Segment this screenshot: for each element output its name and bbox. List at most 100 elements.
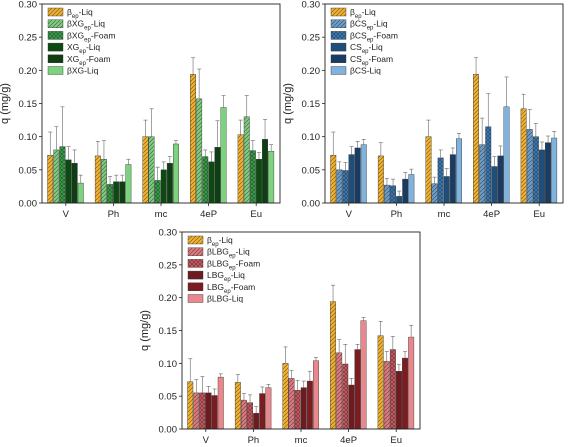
y-tick-label: 0.30 [159, 228, 178, 239]
y-tick-label: 0.25 [159, 260, 178, 271]
bar [59, 146, 66, 204]
bar [53, 149, 60, 204]
x-tick-label: Ph [108, 209, 120, 220]
legend-swatch [330, 31, 347, 40]
bar [205, 392, 212, 430]
bar [190, 74, 197, 204]
legend-entry: βCSep-Foam [350, 30, 398, 43]
bar [202, 156, 209, 204]
bar [160, 169, 167, 204]
bar [94, 155, 101, 204]
bar [313, 360, 319, 430]
bar [77, 182, 84, 204]
bar [354, 147, 361, 204]
legend-entry: LBGep-Foam [207, 282, 255, 295]
y-tick-label: 0.05 [302, 165, 321, 176]
legend: βep-LiqβXGep-LiqβXGep-FoamXGep-LiqXGep-F… [47, 7, 115, 76]
plot-frame [181, 231, 421, 430]
bar [166, 162, 173, 204]
bar [473, 74, 479, 204]
legend-swatch [330, 54, 347, 63]
y-axis-label: q (mg/g) [0, 83, 11, 124]
bar [456, 138, 462, 204]
legend: βep-LiqβLBGep-LiqβLBGep-FoamLBGep-LiqLBG… [187, 235, 260, 304]
x-tick-label: Eu [390, 435, 402, 446]
legend-swatch [47, 19, 64, 28]
bar [249, 150, 256, 204]
y-tick-label: 0.00 [19, 199, 38, 210]
legend-swatch [187, 294, 204, 303]
bar [390, 185, 396, 204]
legend-entry: βLBGep-Liq [207, 247, 250, 260]
x-tick-label: V [63, 209, 70, 220]
bar [449, 154, 456, 204]
y-tick-label: 0.20 [19, 66, 38, 77]
bar [360, 320, 367, 430]
bar [125, 164, 132, 204]
y-tick-label: 0.00 [159, 425, 178, 436]
bar [208, 161, 215, 204]
bar [389, 349, 396, 430]
x-tick-label: mc [295, 435, 308, 446]
bar [342, 363, 349, 430]
legend-swatch [330, 42, 347, 52]
x-tick-label: mc [438, 209, 451, 220]
y-tick-label: 0.05 [19, 165, 38, 176]
legend-swatch [187, 282, 204, 291]
bar [396, 371, 402, 430]
bar [220, 107, 227, 204]
bar [256, 159, 262, 204]
bar [288, 378, 295, 430]
x-tick-label: Ph [391, 209, 403, 220]
legend-entry: βCSep-Liq [350, 19, 388, 32]
y-tick-label: 0.10 [302, 132, 321, 143]
bar [247, 402, 254, 430]
bar [377, 155, 384, 204]
bar [294, 390, 301, 430]
y-tick-label: 0.15 [302, 99, 321, 110]
bar [330, 155, 337, 204]
bar [520, 108, 527, 204]
bar [431, 183, 438, 204]
bar [113, 181, 120, 204]
bar [253, 413, 260, 430]
y-tick-label: 0.30 [19, 0, 38, 11]
chart-panel-3: q (mg/g) 0.00 0.05 0.10 0.15 0.20 0.25 0.30 V Ph m… [139, 228, 421, 446]
x-tick-label: V [346, 209, 353, 220]
bar [330, 301, 336, 430]
legend-entry: XGep-Foam [67, 54, 111, 67]
bar [425, 136, 432, 204]
legend-swatch [187, 259, 204, 268]
legend-swatch [187, 235, 204, 245]
legend-swatch [187, 270, 204, 280]
y-tick-label: 0.00 [302, 199, 321, 210]
legend-swatch [330, 66, 347, 75]
bar [154, 180, 161, 204]
legend-swatch [47, 66, 64, 75]
bar [408, 336, 415, 430]
bar [148, 136, 155, 204]
legend-swatch [330, 7, 347, 17]
bar [211, 395, 218, 430]
legend-swatch [47, 31, 64, 40]
y-tick-label: 0.10 [19, 132, 38, 143]
y-tick-label: 0.05 [159, 392, 178, 403]
bar [193, 392, 200, 430]
legend: βep-LiqβCSep-LiqβCSep-FoamCSep-LiqCSep-F… [330, 7, 398, 76]
y-tick-label: 0.20 [159, 293, 178, 304]
bar [259, 393, 266, 430]
x-tick-label: mc [155, 209, 168, 220]
bar [532, 136, 539, 204]
bar [47, 155, 54, 204]
bar [497, 155, 504, 204]
bar [336, 169, 343, 204]
legend-entry: LBGep-Liq [207, 270, 245, 283]
x-tick-label: 4eP [483, 209, 500, 220]
bar [100, 159, 107, 204]
bar [107, 184, 114, 204]
bar [234, 382, 241, 430]
bar [336, 352, 343, 430]
bar [214, 147, 221, 204]
legend-entry: βXGep-Foam [67, 30, 115, 43]
bar [396, 196, 403, 204]
